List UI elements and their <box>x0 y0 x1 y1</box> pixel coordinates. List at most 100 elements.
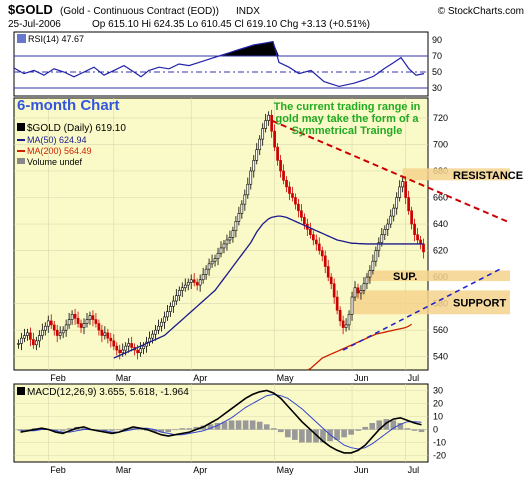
candle-body <box>258 138 262 151</box>
macd-histogram-bar <box>313 429 319 443</box>
candle-body <box>246 183 250 196</box>
candle-body <box>109 337 113 342</box>
support-zone <box>352 290 510 315</box>
candle-body <box>172 300 175 307</box>
macd-histogram-bar <box>235 420 242 430</box>
macd-histogram-bar <box>263 424 270 430</box>
candle-body <box>46 320 50 327</box>
macd-tick-label: 30 <box>433 386 443 396</box>
price-tick-label: 640 <box>433 219 448 229</box>
macd-histogram-bar <box>228 420 235 430</box>
candle-body <box>58 332 62 336</box>
candle-body <box>329 276 333 285</box>
candle-body <box>157 325 160 331</box>
candle-body <box>270 114 273 132</box>
candle-body <box>169 306 172 312</box>
candle-body <box>139 348 142 354</box>
rsi-legend-swatch <box>17 34 26 43</box>
macd-histogram-bar <box>130 426 136 430</box>
candle-body <box>70 313 74 320</box>
candle-body <box>82 323 86 328</box>
macd-x-tick-label: Jul <box>408 465 420 475</box>
candle-body <box>17 343 20 345</box>
candle-body <box>320 250 324 257</box>
candle-body <box>377 242 381 251</box>
candle-body <box>118 349 122 354</box>
candle-body <box>35 340 38 346</box>
candle-body <box>383 229 387 235</box>
candle-body <box>20 337 23 344</box>
macd-x-tick-label: Apr <box>193 465 207 475</box>
rsi-line <box>13 40 425 88</box>
macd-panel: -20 -10 0 10 20 30 Feb Mar Apr May Jun Jul MACD(12,2… <box>13 383 446 475</box>
price-tick-label: 620 <box>433 246 448 256</box>
candle-body <box>374 250 378 262</box>
candle-body <box>166 311 169 318</box>
macd-histogram-bar <box>151 429 157 433</box>
candle-body <box>303 217 306 225</box>
candle-body <box>410 210 413 225</box>
date-label: 25-Jul-2006 <box>8 19 61 30</box>
candle-body <box>252 160 256 172</box>
candle-body <box>243 194 247 205</box>
candle-body <box>103 332 107 336</box>
macd-histogram-bar <box>256 421 263 430</box>
macd-histogram-bar <box>165 429 172 433</box>
macd-histogram-bar <box>137 429 143 431</box>
candle-body <box>347 313 351 326</box>
macd-line <box>20 389 422 454</box>
symbol-title: $GOLD <box>8 2 53 17</box>
candle-body <box>210 260 214 265</box>
macd-histogram-bar <box>355 429 361 431</box>
macd-tick-label: 10 <box>433 412 443 422</box>
macd-histogram-bar <box>179 428 186 430</box>
candle-body <box>222 243 226 249</box>
macd-legend: MACD(12,26,9) 3.655, 5.618, -1.964 <box>27 387 189 398</box>
candle-body <box>326 266 330 278</box>
macd-histogram-bar <box>102 429 108 431</box>
macd-histogram-bar <box>221 421 228 430</box>
price-tick-label: 540 <box>433 352 448 362</box>
candle-body <box>163 316 166 323</box>
candle-body <box>398 186 402 198</box>
candle-body <box>195 282 199 286</box>
candle-body <box>323 255 327 267</box>
candle-body <box>368 270 372 278</box>
candle-body <box>186 282 190 286</box>
candle-body <box>79 323 83 328</box>
candle-body <box>228 237 232 241</box>
macd-histogram-bar <box>390 420 397 430</box>
candle-body <box>240 203 244 214</box>
trading-range-note: The current trading range in gold may tak… <box>274 101 421 137</box>
candle-body <box>183 284 187 289</box>
price-x-tick-label: Mar <box>116 373 132 383</box>
macd-histogram-bar <box>95 429 101 431</box>
price-x-tick-label: May <box>277 373 295 383</box>
candle-body <box>332 283 336 298</box>
rsi-tick-label: 50 <box>432 67 442 77</box>
candle-body <box>49 320 53 326</box>
macd-tick-label: 0 <box>433 425 438 435</box>
candle-body <box>64 324 68 331</box>
candle-body <box>407 197 410 212</box>
macd-histogram-bar <box>277 429 284 433</box>
macd-histogram-bar <box>418 429 425 433</box>
exchange-label: INDX <box>236 6 260 17</box>
macd-histogram-bar <box>348 429 354 435</box>
macd-histogram-bar <box>320 429 326 443</box>
macd-x-tick-label: Feb <box>50 465 66 475</box>
macd-histogram-bar <box>397 423 404 430</box>
macd-histogram-bar <box>193 426 200 430</box>
candle-body <box>288 186 291 194</box>
candle-body <box>335 296 339 311</box>
candle-body <box>55 329 59 336</box>
resistance-label: RESISTANCE <box>453 170 523 182</box>
candle-body <box>395 197 399 209</box>
macd-histogram-bar <box>158 429 165 433</box>
resistance-trendline <box>271 119 508 223</box>
candle-body <box>317 243 321 251</box>
macd-histogram-bar <box>81 426 87 430</box>
sup-zone <box>366 270 510 282</box>
candle-body <box>338 309 342 322</box>
